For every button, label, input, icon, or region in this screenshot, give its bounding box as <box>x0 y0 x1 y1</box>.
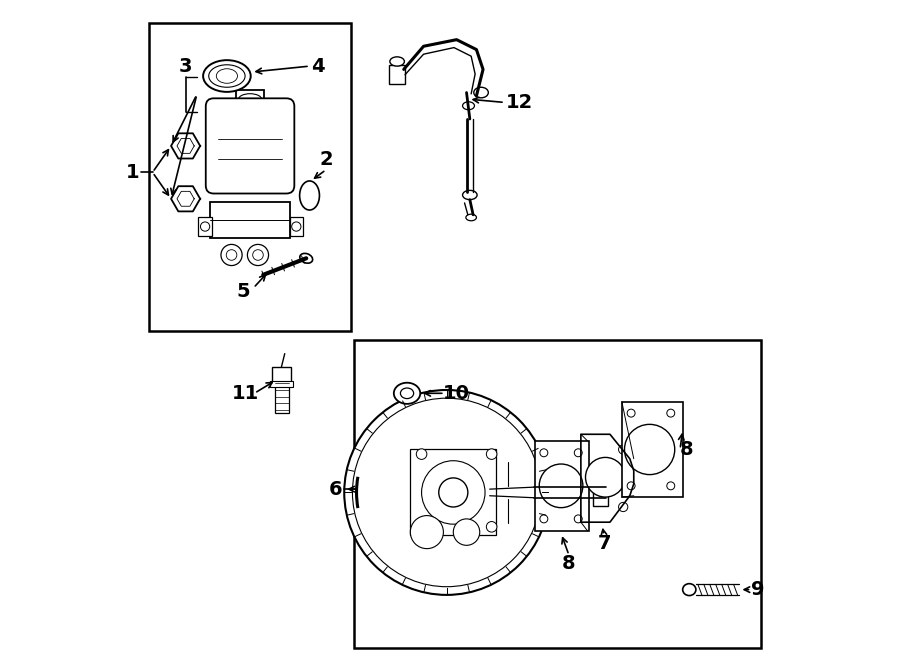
Bar <box>290 217 303 236</box>
Circle shape <box>574 449 582 457</box>
Ellipse shape <box>300 253 312 263</box>
Circle shape <box>226 250 237 260</box>
Bar <box>269 381 293 387</box>
Text: 5: 5 <box>237 282 250 301</box>
Bar <box>236 90 264 110</box>
Bar <box>622 402 683 497</box>
Bar <box>410 449 496 535</box>
Ellipse shape <box>400 388 414 399</box>
Circle shape <box>439 478 468 507</box>
Ellipse shape <box>216 69 238 83</box>
Bar <box>274 383 290 413</box>
Text: 2: 2 <box>320 149 333 169</box>
Circle shape <box>618 445 628 454</box>
Text: 11: 11 <box>231 384 258 403</box>
Text: 12: 12 <box>506 93 533 112</box>
Text: 3: 3 <box>179 57 193 75</box>
Bar <box>211 202 290 239</box>
Circle shape <box>248 245 268 266</box>
Bar <box>272 367 292 383</box>
Text: 4: 4 <box>311 57 325 75</box>
Bar <box>199 217 212 236</box>
Circle shape <box>410 516 444 549</box>
Bar <box>355 340 760 648</box>
Bar <box>149 23 351 330</box>
Text: 8: 8 <box>680 440 694 459</box>
Circle shape <box>618 502 628 512</box>
Text: 7: 7 <box>598 534 611 553</box>
Circle shape <box>454 519 480 545</box>
Bar <box>389 65 405 84</box>
Text: 9: 9 <box>751 580 764 599</box>
Circle shape <box>540 449 548 457</box>
Circle shape <box>417 522 427 532</box>
Ellipse shape <box>394 383 420 404</box>
Text: 10: 10 <box>443 384 470 403</box>
Ellipse shape <box>473 87 489 98</box>
Circle shape <box>574 515 582 523</box>
Ellipse shape <box>203 60 251 92</box>
Ellipse shape <box>209 65 245 87</box>
Circle shape <box>253 250 264 260</box>
Circle shape <box>540 515 548 523</box>
Ellipse shape <box>463 102 474 110</box>
Circle shape <box>201 222 210 231</box>
Bar <box>535 441 589 531</box>
Ellipse shape <box>466 214 476 221</box>
Circle shape <box>353 398 541 587</box>
Circle shape <box>292 222 301 231</box>
Ellipse shape <box>463 190 477 200</box>
Ellipse shape <box>390 57 404 66</box>
Circle shape <box>486 449 497 459</box>
Circle shape <box>627 409 635 417</box>
Ellipse shape <box>683 584 696 596</box>
Text: 8: 8 <box>562 554 576 572</box>
Circle shape <box>344 390 549 595</box>
Circle shape <box>586 457 625 497</box>
Circle shape <box>417 449 427 459</box>
Text: 6: 6 <box>328 480 343 498</box>
Circle shape <box>667 482 675 490</box>
FancyBboxPatch shape <box>206 98 294 194</box>
Circle shape <box>221 245 242 266</box>
Bar <box>593 479 608 506</box>
Ellipse shape <box>238 94 262 106</box>
Text: 1: 1 <box>126 163 140 182</box>
Circle shape <box>625 424 675 475</box>
Circle shape <box>627 482 635 490</box>
Circle shape <box>539 464 583 508</box>
Ellipse shape <box>300 181 319 210</box>
Circle shape <box>421 461 485 524</box>
Circle shape <box>667 409 675 417</box>
Circle shape <box>486 522 497 532</box>
